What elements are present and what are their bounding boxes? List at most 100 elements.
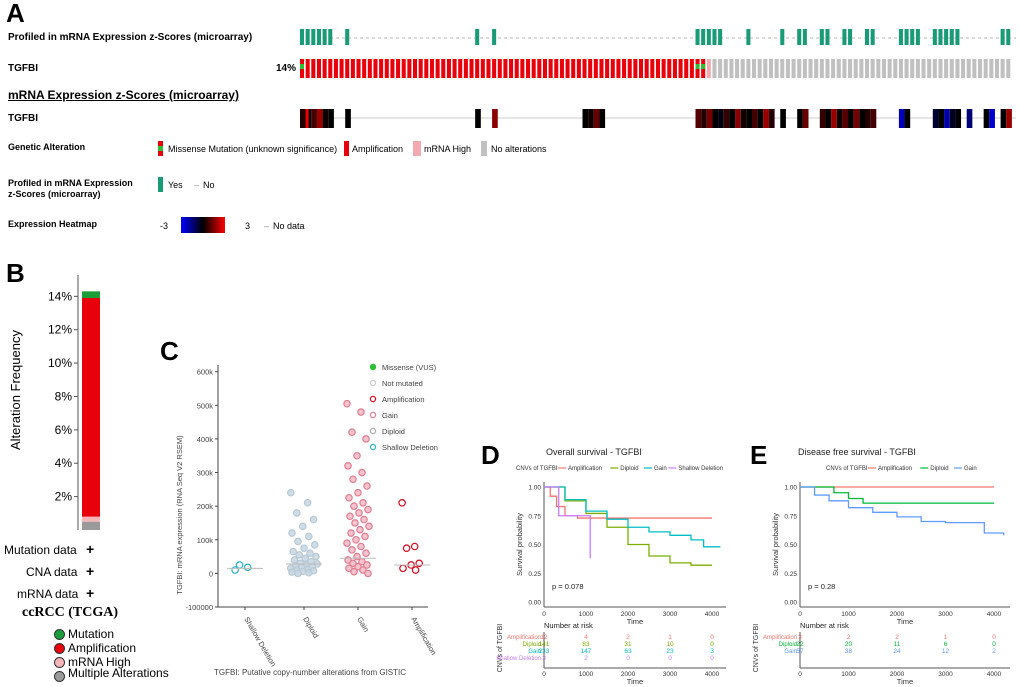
alteration-cell [492, 59, 497, 78]
profiled-cell [701, 29, 706, 45]
missense-mark [695, 64, 700, 69]
c-point [309, 515, 318, 524]
c-point [345, 564, 353, 573]
c-point [287, 488, 295, 497]
c-ytick-label: 400k [197, 435, 214, 444]
alteration-cell [639, 59, 644, 78]
alteration-cell [802, 59, 807, 78]
km-ytick-label: 0.25 [528, 571, 541, 578]
km-risk-count: 3 [710, 648, 714, 655]
km-risk-count: 31 [624, 641, 632, 648]
km-risk-count: 57 [796, 648, 804, 655]
c-point [355, 509, 363, 517]
profiled-cell [904, 29, 909, 45]
legend-amp-text: Amplification [352, 144, 404, 154]
alteration-cell [571, 59, 576, 78]
b-legend-multi: Multiple Alterations [68, 666, 169, 680]
alteration-cell [915, 59, 920, 78]
profiled-cell [712, 29, 717, 45]
legend-heatmap-label: Expression Heatmap [8, 219, 98, 229]
km-ylabel: Survival probability [771, 513, 780, 576]
alteration-cell [576, 59, 581, 78]
alteration-cell [791, 59, 796, 78]
alteration-cell [413, 59, 418, 78]
b-legend-multi-dot [54, 671, 65, 682]
km-legend-text: Diploid [620, 466, 638, 472]
legend-no-dash: – [194, 180, 200, 190]
alteration-cell [865, 59, 870, 78]
km-xtick-label: 4000 [705, 611, 720, 618]
km-xtick-label: 2000 [890, 611, 905, 618]
alteration-cell [904, 59, 909, 78]
alteration-cell [876, 59, 881, 78]
c-point [347, 529, 355, 537]
legend-yes-swatch [158, 177, 163, 192]
alteration-cell [514, 59, 519, 78]
alteration-cell [339, 59, 344, 78]
alteration-cell [757, 59, 762, 78]
km-risk-group: Diploid [779, 642, 797, 648]
km-legend-text: Diploid [930, 466, 948, 472]
heatmap-cell [842, 109, 849, 128]
alteration-cell [458, 59, 463, 78]
alteration-cell [955, 59, 960, 78]
alteration-cell [480, 59, 485, 78]
alteration-cell [537, 59, 542, 78]
alteration-cell [599, 59, 604, 78]
c-point [361, 532, 369, 541]
alteration-cell [944, 59, 949, 78]
alteration-cell [740, 59, 745, 78]
profiled-cell [746, 29, 751, 45]
heatmap-cell [983, 109, 990, 128]
alteration-cell [554, 59, 559, 78]
heatmap-cell [853, 109, 860, 128]
b-legend-amp: Amplification [68, 641, 137, 655]
alteration-cell [881, 59, 886, 78]
c-ytick-label: 100k [197, 536, 214, 545]
km-risk-xtick: 0 [798, 671, 802, 678]
heatmap-cell [740, 109, 747, 128]
km-risk-count: 0 [710, 655, 714, 662]
alteration-cell [723, 59, 728, 78]
b-row-mrna-mark: + [86, 585, 95, 601]
profiled-cell [492, 29, 497, 45]
c-point [305, 568, 313, 577]
alteration-cell [520, 59, 525, 78]
km-risk-count: 141 [539, 641, 550, 648]
alteration-cell [316, 59, 321, 78]
alteration-cell [887, 59, 892, 78]
km-ytick-label: 0.75 [784, 513, 797, 520]
heatmap-cell [322, 109, 329, 128]
km-risk-count: 2 [626, 634, 630, 641]
c-point [231, 566, 239, 574]
legend-nodata-dash: – [264, 221, 270, 231]
alteration-cell [972, 59, 977, 78]
km-pvalue: p = 0.078 [552, 582, 584, 591]
km-pvalue: p = 0.28 [808, 582, 835, 591]
alteration-cell [752, 59, 757, 78]
km-risk-count: 0 [710, 641, 714, 648]
alteration-cell [650, 59, 655, 78]
profiled-cell [328, 29, 333, 45]
c-point [343, 399, 351, 408]
e-chart: Disease free survival - TGFBI CNVs of TGF… [753, 447, 1010, 685]
km-risk-count: 83 [582, 641, 590, 648]
km-legend-text: Shallow Deletion [678, 466, 723, 472]
km-risk-xtick: 3000 [938, 671, 953, 678]
legend-amp-swatch [344, 141, 349, 156]
c-legend-marker [369, 379, 377, 387]
c-point [344, 462, 352, 470]
km-curve [544, 486, 721, 548]
track-profiled-label: Profiled in mRNA Expression z-Scores (mi… [8, 32, 253, 43]
c-point [362, 549, 370, 558]
profiled-cell [802, 29, 807, 45]
km-curve [544, 486, 712, 566]
c-point [357, 542, 365, 551]
alteration-cell [610, 59, 615, 78]
b-row-mutation-label: Mutation data [4, 543, 77, 557]
km-risk-count: 2 [895, 634, 899, 641]
alteration-cell [1000, 59, 1005, 78]
c-point [365, 522, 373, 531]
heatmap-track [300, 109, 1016, 128]
c-point [411, 566, 420, 574]
